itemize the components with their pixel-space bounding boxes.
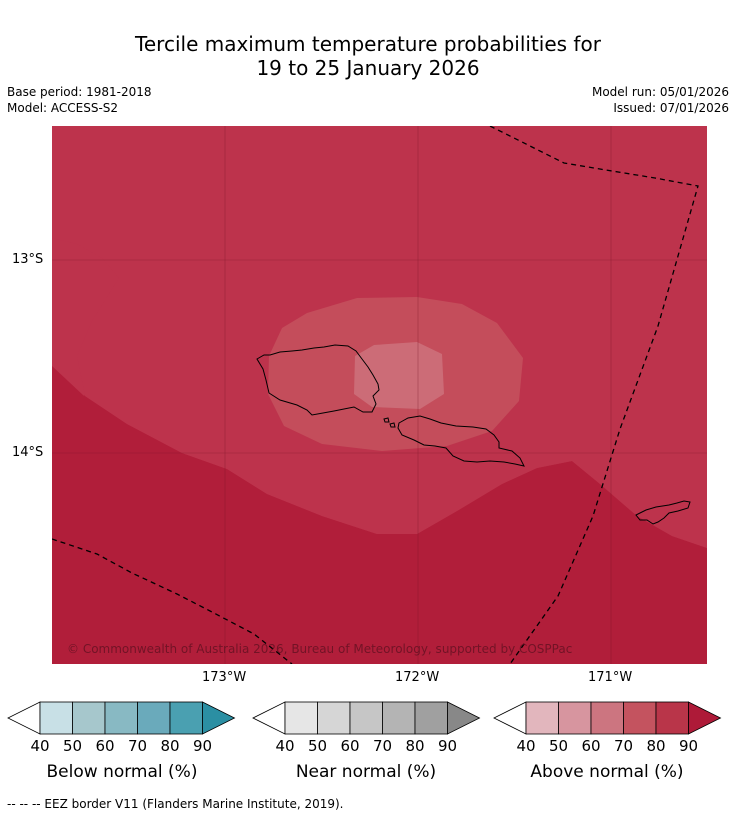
colorbar-above-tick-label: 70 xyxy=(614,737,633,755)
colorbar-near-low-extension xyxy=(252,701,286,735)
colorbar-below-tick-label: 40 xyxy=(30,737,49,755)
colorbar-below-cell xyxy=(39,701,73,735)
colorbar-above-cell xyxy=(590,701,624,735)
colorbar-label-below: Below normal (%) xyxy=(46,762,198,782)
colorbar-above-tick-label: 40 xyxy=(516,737,535,755)
copyright-notice: © Commonwealth of Australia 2026, Bureau… xyxy=(67,642,572,656)
chart-title-line-2: 19 to 25 January 2026 xyxy=(256,56,480,80)
colorbar-below-tick-label: 80 xyxy=(160,737,179,755)
colorbar-above-cell xyxy=(558,701,592,735)
colorbar-near-tick-label: 60 xyxy=(340,737,359,755)
apolima-island xyxy=(389,422,396,428)
savaii-island xyxy=(256,344,380,416)
above-60-zone xyxy=(354,342,444,409)
forecast-map: © Commonwealth of Australia 2026, Bureau… xyxy=(52,126,707,664)
chart-title-line-1: Tercile maximum temperature probabilitie… xyxy=(135,32,601,56)
colorbar-below: 40 50 60 70 80 90 xyxy=(7,701,236,755)
lon-label-172w: 172°W xyxy=(395,670,440,685)
colorbar-near-cell xyxy=(382,701,416,735)
upolu-island xyxy=(397,415,525,467)
colorbars: 40 50 60 70 80 90 40 50 60 70 80 90 40 50 60 70 80 90 xyxy=(7,701,722,755)
lon-label-171w: 171°W xyxy=(588,670,633,685)
colorbar-above: 40 50 60 70 80 90 xyxy=(493,701,722,755)
colorbar-below-cell xyxy=(137,701,171,735)
colorbar-below-cell xyxy=(72,701,106,735)
colorbar-above-tick-label: 50 xyxy=(549,737,568,755)
colorbar-above-cell xyxy=(655,701,689,735)
colorbar-near-tick-label: 50 xyxy=(308,737,327,755)
lat-label-13s: 13°S xyxy=(12,252,44,267)
colorbar-above-tick-label: 60 xyxy=(581,737,600,755)
graticule xyxy=(52,126,707,664)
colorbar-label-above: Above normal (%) xyxy=(530,762,684,782)
colorbar-below-tick-label: 50 xyxy=(63,737,82,755)
colorbar-above-high-extension xyxy=(688,701,722,735)
manono-island xyxy=(383,417,390,423)
colorbar-near-high-extension xyxy=(447,701,481,735)
model-name: Model: ACCESS-S2 xyxy=(7,101,119,115)
colorbar-below-low-extension xyxy=(7,701,41,735)
colorbar-above-low-extension xyxy=(493,701,527,735)
islands xyxy=(256,344,691,525)
colorbar-near-cell xyxy=(317,701,351,735)
colorbar-near-tick-label: 80 xyxy=(405,737,424,755)
forecast-map-svg: © Commonwealth of Australia 2026, Bureau… xyxy=(52,126,707,664)
colorbar-below-cell xyxy=(104,701,138,735)
colorbar-above-cell xyxy=(525,701,559,735)
eez-border xyxy=(52,126,699,664)
colorbar-near-tick-label: 40 xyxy=(275,737,294,755)
colorbar-above-tick-label: 90 xyxy=(679,737,698,755)
colorbar-below-tick-label: 60 xyxy=(95,737,114,755)
colorbar-near-cell xyxy=(414,701,448,735)
colorbar-above-tick-label: 80 xyxy=(646,737,665,755)
colorbar-near-cell xyxy=(349,701,383,735)
colorbar-near-tick-label: 70 xyxy=(373,737,392,755)
eez-legend-note: -- -- -- EEZ border V11 (Flanders Marine… xyxy=(7,797,344,811)
colorbar-label-near: Near normal (%) xyxy=(295,762,437,782)
colorbar-below-high-extension xyxy=(202,701,236,735)
tutuila-island xyxy=(635,500,691,525)
colorbar-near: 40 50 60 70 80 90 xyxy=(252,701,481,755)
colorbar-near-tick-label: 90 xyxy=(438,737,457,755)
issued-date: Issued: 07/01/2026 xyxy=(613,101,729,115)
colorbar-below-cell xyxy=(169,701,203,735)
colorbar-above-cell xyxy=(623,701,657,735)
base-period: Base period: 1981-2018 xyxy=(7,85,152,99)
lat-label-14s: 14°S xyxy=(12,445,44,460)
colorbar-below-tick-label: 70 xyxy=(128,737,147,755)
colorbar-near-cell xyxy=(284,701,318,735)
model-run: Model run: 05/01/2026 xyxy=(591,85,729,99)
colorbar-below-tick-label: 90 xyxy=(193,737,212,755)
lon-label-173w: 173°W xyxy=(202,670,247,685)
